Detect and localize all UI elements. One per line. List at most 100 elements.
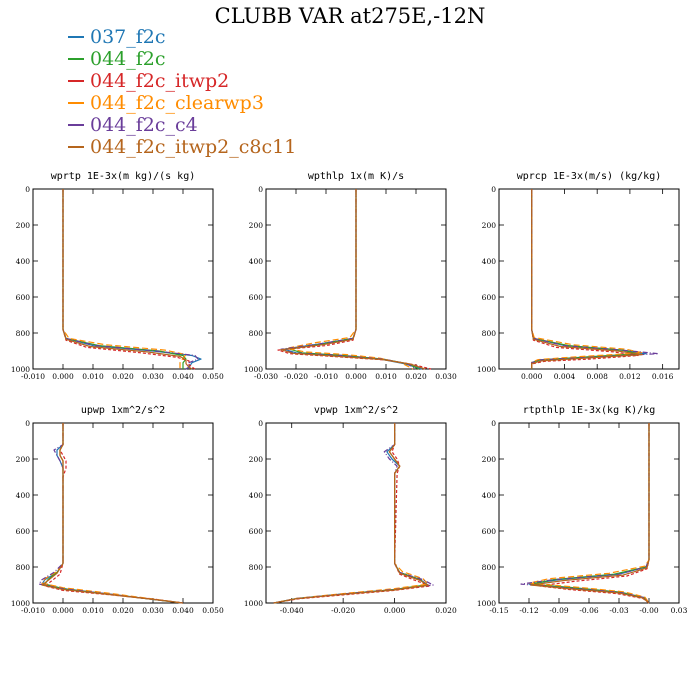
x-tick-label: 0.040	[172, 606, 194, 615]
panel-title: upwp 1xm^2/s^2	[81, 405, 165, 416]
x-tick-label: -0.020	[331, 606, 355, 615]
legend-swatch	[68, 36, 84, 38]
legend-item: 044_f2c_itwp2_c8c11	[68, 136, 296, 158]
y-tick-label: 200	[16, 221, 31, 230]
panel-4: upwp 1xm^2/s^2 0 200 400 600 800 1000-0.010 0.0…	[11, 405, 224, 615]
x-tick-label: 0.010	[82, 372, 104, 381]
series-line-044_f2c_clearwp3	[286, 189, 414, 370]
x-tick-label: -0.030	[254, 372, 278, 381]
legend-swatch	[68, 124, 84, 126]
x-tick-label: -0.00	[639, 606, 658, 615]
y-tick-label: 800	[249, 563, 264, 572]
series-line-044_f2c_itwp2_c8c11	[62, 189, 193, 370]
x-tick-label: -0.010	[21, 606, 45, 615]
y-tick-label: 200	[249, 221, 264, 230]
plot-frame	[498, 188, 680, 370]
legend-label: 037_f2c	[90, 26, 166, 48]
y-tick-label: 600	[16, 293, 31, 302]
series-line-044_f2c_itwp2_c8c11	[273, 423, 429, 604]
x-tick-label: -0.040	[280, 606, 304, 615]
x-tick-label: 0.000	[52, 606, 74, 615]
y-tick-label: 800	[249, 329, 264, 338]
x-tick-label: 0.020	[112, 606, 134, 615]
legend-swatch	[68, 58, 84, 60]
x-tick-label: 0.050	[202, 606, 224, 615]
legend-label: 044_f2c	[90, 48, 166, 70]
x-tick-label: -0.12	[519, 606, 538, 615]
x-tick-label: 0.004	[554, 372, 576, 381]
series-line-044_f2c_c4	[280, 189, 417, 370]
y-tick-label: 0	[491, 419, 496, 428]
x-tick-label: 0.020	[435, 606, 457, 615]
panel-5: vpwp 1xm^2/s^2 0 200 400 600 800 1000 -0.040 -0.…	[244, 405, 457, 615]
y-tick-label: 400	[249, 491, 264, 500]
y-tick-label: 200	[249, 455, 264, 464]
x-tick-label: 0.000	[345, 372, 367, 381]
x-tick-label: 0.030	[142, 606, 164, 615]
legend-label: 044_f2c_clearwp3	[90, 92, 264, 114]
y-tick-label: 800	[16, 563, 31, 572]
y-tick-label: 1000	[244, 599, 263, 608]
legend-item: 044_f2c_clearwp3	[68, 92, 296, 114]
series-line-044_f2c	[289, 189, 420, 370]
x-tick-label: -0.09	[549, 606, 568, 615]
series-line-044_f2c_itwp2	[44, 423, 184, 604]
y-tick-label: 600	[16, 527, 31, 536]
y-tick-label: 1000	[477, 365, 496, 374]
panel-title: wprcp 1E-3x(m/s) (kg/kg)	[517, 171, 662, 182]
y-tick-label: 800	[16, 329, 31, 338]
y-tick-label: 800	[482, 329, 497, 338]
panel-3: wprcp 1E-3x(m/s) (kg/kg) 0 200 400 600 800 100…	[477, 171, 680, 381]
x-tick-label: 0.012	[619, 372, 641, 381]
y-tick-label: 1000	[244, 365, 263, 374]
legend-item: 044_f2c_c4	[68, 114, 296, 136]
legend-label: 044_f2c_itwp2	[90, 70, 230, 92]
y-tick-label: 0	[258, 419, 263, 428]
y-tick-label: 400	[482, 491, 497, 500]
series-line-044_f2c_clearwp3	[528, 423, 650, 604]
legend-item: 044_f2c_itwp2	[68, 70, 296, 92]
series-line-044_f2c_itwp2	[277, 189, 432, 370]
x-tick-label: 0.03	[671, 606, 688, 615]
x-tick-label: -0.010	[314, 372, 338, 381]
series-line-037_f2c	[283, 189, 423, 370]
y-tick-label: 1000	[477, 599, 496, 608]
series-line-044_f2c_itwp2_c8c11	[530, 423, 650, 604]
series-line-044_f2c_c4	[62, 189, 199, 370]
legend-item: 037_f2c	[68, 26, 296, 48]
x-tick-label: -0.010	[21, 372, 45, 381]
y-tick-label: 400	[249, 257, 264, 266]
series-line-044_f2c_itwp2_c8c11	[280, 189, 426, 370]
y-tick-label: 400	[482, 257, 497, 266]
series-line-044_f2c_itwp2_c8c11	[41, 423, 184, 604]
y-tick-label: 400	[16, 491, 31, 500]
legend-label: 044_f2c_c4	[90, 114, 198, 136]
series-line-044_f2c	[530, 423, 650, 604]
series-line-044_f2c	[62, 189, 187, 369]
panel-2: wpthlp 1x(m K)/s02004006008001000-0.030-…	[244, 171, 457, 381]
legend-swatch	[68, 80, 84, 82]
legend-item: 044_f2c	[68, 48, 296, 70]
y-tick-label: 600	[249, 293, 264, 302]
x-tick-label: 0.008	[586, 372, 608, 381]
legend-label: 044_f2c_itwp2_c8c11	[90, 136, 297, 158]
x-tick-label: -0.020	[284, 372, 308, 381]
x-tick-label: 0.010	[375, 372, 397, 381]
x-tick-label: -0.15	[489, 606, 508, 615]
y-tick-label: 600	[249, 527, 264, 536]
y-tick-label: 600	[482, 527, 497, 536]
y-tick-label: 200	[482, 455, 497, 464]
chart-title: CLUBB VAR at275E,-12N	[214, 4, 486, 28]
x-tick-label: 0.016	[652, 372, 674, 381]
y-tick-label: 1000	[11, 365, 30, 374]
panel-title: wprtp 1E-3x(m kg)/(s kg)	[51, 171, 196, 182]
x-tick-label: 0.030	[435, 372, 457, 381]
x-tick-label: 0.000	[521, 372, 543, 381]
plot-frame	[32, 188, 214, 370]
series-line-044_f2c	[44, 423, 184, 604]
y-tick-label: 400	[16, 257, 31, 266]
y-tick-label: 1000	[11, 599, 30, 608]
x-tick-label: -0.06	[579, 606, 598, 615]
x-tick-label: 0.020	[112, 372, 134, 381]
